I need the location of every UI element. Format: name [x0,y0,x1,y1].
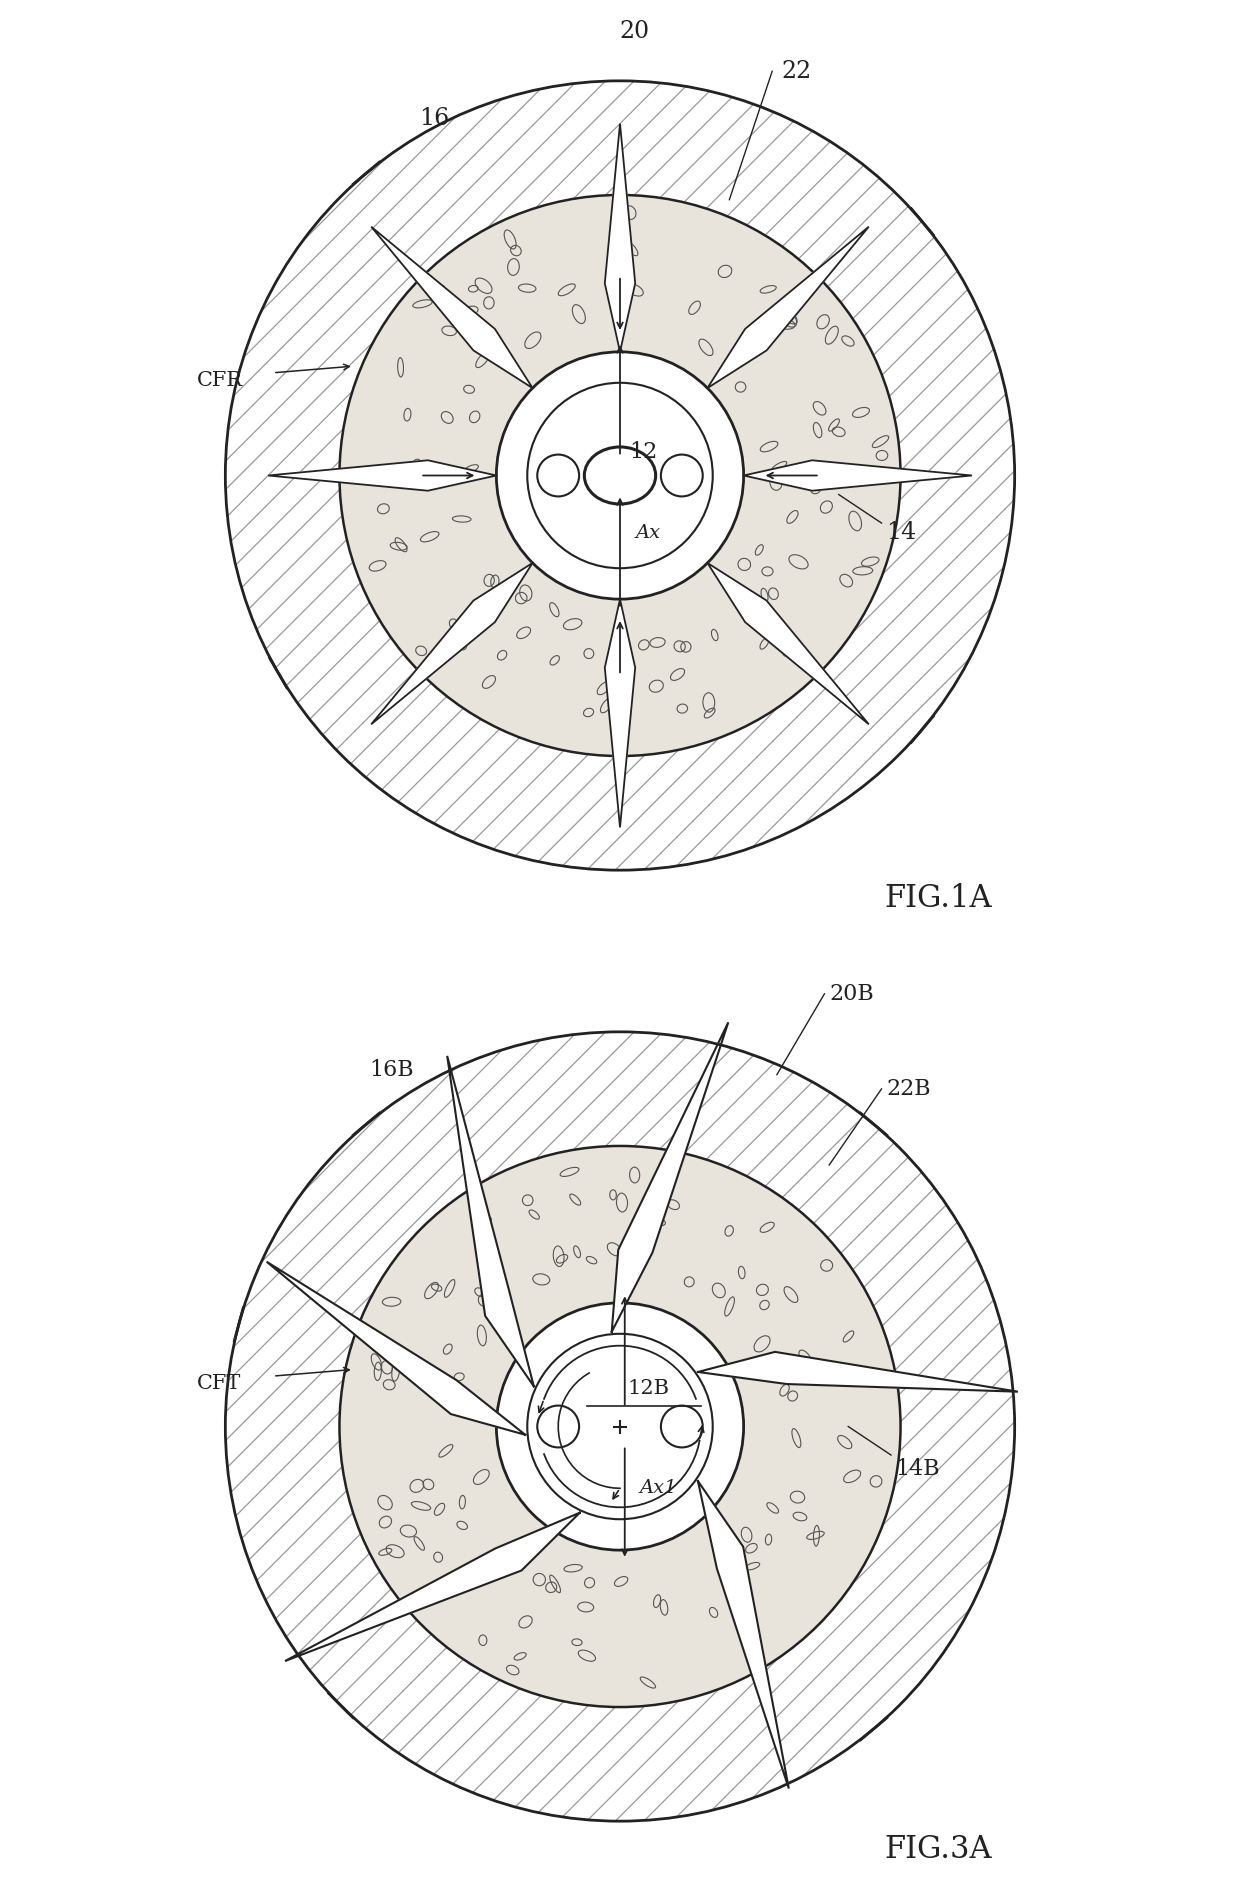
Text: 12B: 12B [627,1379,670,1398]
Text: 14: 14 [887,521,916,544]
Circle shape [226,82,1014,871]
Text: FIG.1A: FIG.1A [885,883,992,915]
Text: 20B: 20B [830,983,874,1004]
Polygon shape [268,460,496,491]
Polygon shape [605,599,635,827]
Text: 16B: 16B [370,1059,414,1080]
Circle shape [661,1406,703,1447]
Polygon shape [285,1512,580,1660]
Text: FIG.3A: FIG.3A [885,1834,992,1866]
Ellipse shape [584,447,656,504]
Polygon shape [698,1482,789,1788]
Polygon shape [267,1261,526,1434]
Text: 22B: 22B [887,1078,931,1099]
Circle shape [537,455,579,496]
Polygon shape [611,1021,728,1331]
Polygon shape [744,460,972,491]
Text: CFR: CFR [197,371,243,390]
Circle shape [496,1303,744,1550]
Polygon shape [605,124,635,352]
Text: Ax1: Ax1 [640,1480,677,1497]
Text: 20: 20 [619,19,650,44]
Text: 14B: 14B [895,1459,940,1480]
Polygon shape [371,563,533,725]
Circle shape [527,1333,713,1520]
Polygon shape [698,1352,1018,1392]
Circle shape [496,352,744,599]
Text: CFT: CFT [197,1375,241,1392]
Polygon shape [371,226,533,388]
Circle shape [340,196,900,757]
Polygon shape [707,563,869,725]
Text: Ax: Ax [636,523,661,542]
Text: 12: 12 [630,441,658,462]
Polygon shape [448,1056,533,1387]
Polygon shape [707,226,869,388]
Circle shape [661,455,703,496]
Circle shape [527,382,713,569]
Circle shape [226,1031,1014,1822]
Text: 16: 16 [419,107,450,131]
Circle shape [537,1406,579,1447]
Text: 22: 22 [781,59,812,84]
Circle shape [340,1145,900,1708]
